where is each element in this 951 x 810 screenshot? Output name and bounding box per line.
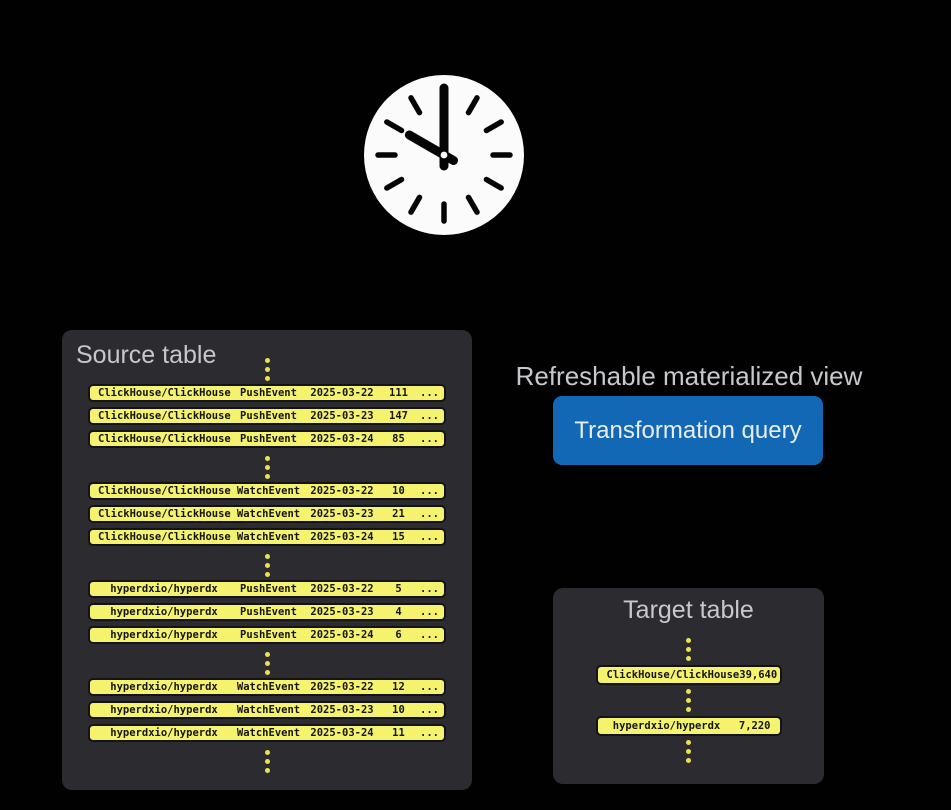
row-event: PushEvent — [240, 410, 297, 422]
row-more: ... — [420, 704, 439, 716]
row-repo: ClickHouse/ClickHouse — [606, 669, 740, 681]
table-row: ClickHouse/ClickHouse WatchEvent 2025-03… — [88, 528, 446, 546]
row-more: ... — [420, 531, 439, 543]
row-count: 11 — [392, 727, 405, 739]
table-row: ClickHouse/ClickHouse WatchEvent 2025-03… — [88, 482, 446, 500]
row-total: 7,220 — [738, 720, 771, 732]
source-table-title: Source table — [76, 341, 217, 369]
row-event: PushEvent — [240, 606, 297, 618]
table-row: hyperdxio/hyperdx PushEvent 2025-03-24 6… — [88, 626, 446, 644]
source-table-panel: Source table ClickHouse/ClickHouse PushE… — [62, 330, 472, 790]
row-repo: ClickHouse/ClickHouse — [98, 410, 231, 422]
vertical-ellipsis-icon — [264, 652, 270, 675]
row-count: 85 — [392, 433, 405, 445]
row-more: ... — [420, 681, 439, 693]
row-count: 10 — [392, 704, 405, 716]
row-date: 2025-03-24 — [310, 531, 374, 543]
row-count: 4 — [395, 606, 402, 618]
row-date: 2025-03-23 — [310, 606, 374, 618]
row-more: ... — [420, 485, 439, 497]
row-count: 12 — [392, 681, 405, 693]
vertical-ellipsis-icon — [686, 740, 691, 763]
row-event: WatchEvent — [236, 485, 301, 497]
table-row: hyperdxio/hyperdx PushEvent 2025-03-23 4… — [88, 603, 446, 621]
target-table-title: Target table — [623, 596, 754, 624]
row-event: WatchEvent — [236, 704, 301, 716]
row-repo: ClickHouse/ClickHouse — [98, 433, 231, 445]
table-row: hyperdxio/hyperdx 7,220 — [595, 716, 782, 736]
row-repo: ClickHouse/ClickHouse — [98, 387, 231, 399]
row-more: ... — [420, 727, 439, 739]
row-count: 15 — [392, 531, 405, 543]
clock-icon — [364, 75, 524, 235]
row-more: ... — [420, 583, 439, 595]
row-repo: ClickHouse/ClickHouse — [98, 485, 231, 497]
table-row: hyperdxio/hyperdx WatchEvent 2025-03-22 … — [88, 678, 446, 696]
row-more: ... — [420, 410, 439, 422]
vertical-ellipsis-icon — [686, 689, 691, 712]
vertical-ellipsis-icon — [686, 638, 691, 661]
row-more: ... — [420, 387, 439, 399]
row-date: 2025-03-23 — [310, 704, 374, 716]
materialized-view-label: Refreshable materialized view — [515, 361, 863, 391]
row-repo: hyperdxio/hyperdx — [110, 629, 218, 641]
row-date: 2025-03-24 — [310, 727, 374, 739]
row-repo: hyperdxio/hyperdx — [110, 583, 218, 595]
row-event: PushEvent — [240, 387, 297, 399]
row-event: PushEvent — [240, 433, 297, 445]
row-event: WatchEvent — [236, 508, 301, 520]
row-count: 111 — [389, 387, 408, 399]
vertical-ellipsis-icon — [264, 456, 270, 479]
row-count: 6 — [395, 629, 402, 641]
row-count: 21 — [392, 508, 405, 520]
row-count: 147 — [389, 410, 408, 422]
row-date: 2025-03-22 — [310, 583, 374, 595]
table-row: ClickHouse/ClickHouse PushEvent 2025-03-… — [88, 407, 446, 425]
row-more: ... — [420, 508, 439, 520]
clock-center-pin — [440, 151, 448, 159]
row-total: 39,640 — [739, 669, 778, 681]
row-event: WatchEvent — [236, 727, 301, 739]
row-date: 2025-03-23 — [310, 410, 374, 422]
table-row: hyperdxio/hyperdx WatchEvent 2025-03-23 … — [88, 701, 446, 719]
row-repo: ClickHouse/ClickHouse — [98, 508, 231, 520]
vertical-ellipsis-icon — [264, 358, 270, 381]
row-date: 2025-03-22 — [310, 681, 374, 693]
row-date: 2025-03-22 — [310, 387, 374, 399]
row-date: 2025-03-22 — [310, 485, 374, 497]
row-repo: hyperdxio/hyperdx — [110, 704, 218, 716]
row-count: 10 — [392, 485, 405, 497]
transformation-query-button[interactable]: Transformation query — [553, 396, 823, 465]
row-event: WatchEvent — [236, 681, 301, 693]
row-event: PushEvent — [240, 583, 297, 595]
row-repo: ClickHouse/ClickHouse — [98, 531, 231, 543]
vertical-ellipsis-icon — [264, 554, 270, 577]
table-row: hyperdxio/hyperdx WatchEvent 2025-03-24 … — [88, 724, 446, 742]
row-date: 2025-03-24 — [310, 629, 374, 641]
row-date: 2025-03-23 — [310, 508, 374, 520]
row-repo: hyperdxio/hyperdx — [612, 720, 721, 732]
table-row: ClickHouse/ClickHouse WatchEvent 2025-03… — [88, 505, 446, 523]
row-event: PushEvent — [240, 629, 297, 641]
row-count: 5 — [395, 583, 402, 595]
table-row: ClickHouse/ClickHouse 39,640 — [595, 665, 782, 685]
target-table-panel: Target table ClickHouse/ClickHouse 39,64… — [553, 588, 824, 784]
row-more: ... — [420, 606, 439, 618]
row-repo: hyperdxio/hyperdx — [110, 681, 218, 693]
row-more: ... — [420, 629, 439, 641]
source-table-rows: ClickHouse/ClickHouse PushEvent 2025-03-… — [88, 355, 446, 776]
clock-tick-marks — [375, 86, 513, 224]
row-date: 2025-03-24 — [310, 433, 374, 445]
row-more: ... — [420, 433, 439, 445]
row-repo: hyperdxio/hyperdx — [110, 727, 218, 739]
table-row: ClickHouse/ClickHouse PushEvent 2025-03-… — [88, 430, 446, 448]
vertical-ellipsis-icon — [264, 750, 270, 773]
row-repo: hyperdxio/hyperdx — [110, 606, 218, 618]
row-event: WatchEvent — [236, 531, 301, 543]
table-row: hyperdxio/hyperdx PushEvent 2025-03-22 5… — [88, 580, 446, 598]
table-row: ClickHouse/ClickHouse PushEvent 2025-03-… — [88, 384, 446, 402]
target-table-rows: ClickHouse/ClickHouse 39,640 hyperdxio/h… — [553, 635, 824, 766]
